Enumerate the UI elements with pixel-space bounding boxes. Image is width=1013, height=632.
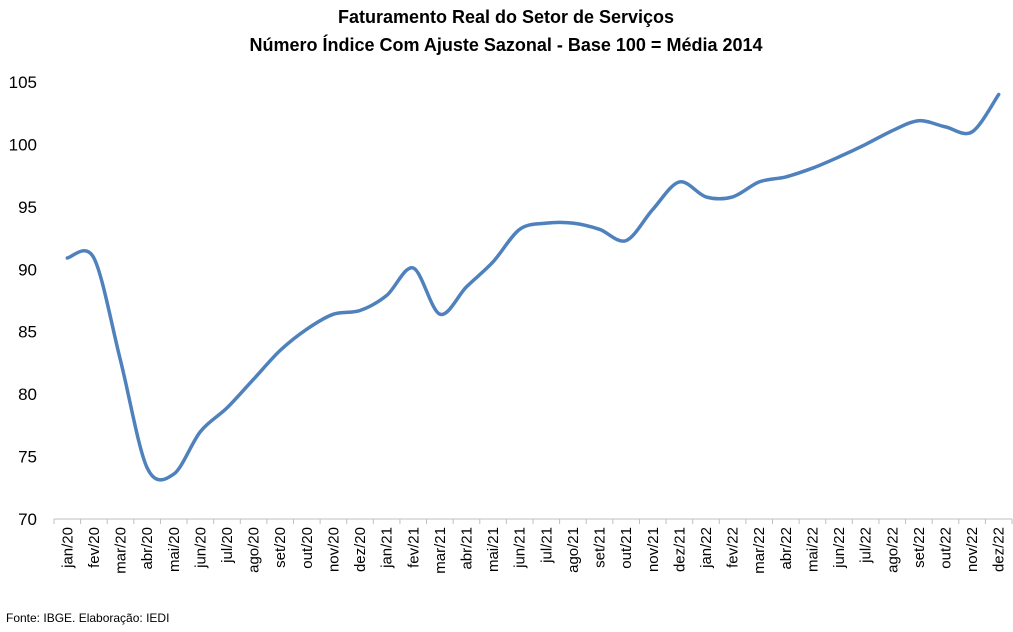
x-tick-label: dez/21 [671,527,688,572]
x-tick-label: mai/22 [804,527,821,572]
source-note: Fonte: IBGE. Elaboração: IEDI [6,611,170,625]
y-tick-label: 105 [9,73,37,92]
x-tick-label: nov/22 [964,527,981,572]
x-tick-label: nov/20 [325,527,342,572]
data-point [358,309,362,313]
x-tick-label: fev/20 [86,527,103,568]
data-point [438,312,442,316]
chart-subtitle: Número Índice Com Ajuste Sazonal - Base … [249,34,762,55]
data-point [145,466,149,470]
data-point [92,256,96,260]
data-point [997,93,1001,97]
x-tick-label: set/20 [272,527,289,568]
data-point [385,294,389,298]
data-point [677,180,681,184]
data-point [491,260,495,264]
x-tick-label: set/21 [592,527,609,568]
x-tick-label: mar/20 [113,527,130,574]
data-point [65,256,69,260]
data-point [624,239,628,243]
x-tick-label: fev/22 [725,527,742,568]
data-point [970,130,974,134]
x-tick-label: out/20 [299,527,316,569]
x-tick-label: jul/20 [219,527,236,564]
data-point [331,312,335,316]
x-tick-label: jan/20 [59,527,76,569]
x-axis-tick-marks [53,519,1013,524]
data-point [172,472,176,476]
x-tick-label: abr/21 [458,527,475,570]
data-point [917,119,921,123]
series-line [65,92,1001,482]
data-point [890,129,894,133]
x-tick-label: dez/22 [991,527,1008,572]
data-point [465,285,469,289]
data-point [198,430,202,434]
x-tick-label: ago/21 [565,527,582,573]
x-tick-label: out/21 [618,527,635,569]
x-tick-label: dez/20 [352,527,369,572]
x-tick-label: jun/22 [831,527,848,569]
y-tick-label: 80 [18,385,37,404]
x-tick-label: mar/22 [751,527,768,574]
x-tick-label: jul/22 [858,527,875,564]
data-point [731,195,735,199]
x-tick-label: jan/21 [379,527,396,569]
x-tick-label: ago/22 [884,527,901,573]
x-tick-label: mai/20 [166,527,183,572]
x-tick-label: abr/22 [778,527,795,570]
data-point [571,221,575,225]
y-axis-tick-labels: 70 75 80 85 90 95 100 105 [9,73,37,529]
y-tick-label: 95 [18,198,37,217]
data-point [305,327,309,331]
x-tick-label: jun/20 [192,527,209,569]
series-layer [65,92,1001,482]
data-point [598,227,602,231]
data-point [784,175,788,179]
x-tick-label: abr/20 [139,527,156,570]
x-tick-label: set/22 [911,527,928,568]
data-point [518,227,522,231]
x-axis-tick-labels: jan/20 fev/20 mar/20 abr/20 mai/20 jun/20 jul/… [59,527,1007,574]
data-point [544,221,548,225]
data-point [119,358,123,362]
x-tick-label: jan/22 [698,527,715,569]
y-tick-label: 100 [9,135,37,154]
data-point [278,348,282,352]
y-tick-label: 90 [18,260,37,279]
x-tick-label: fev/21 [405,527,422,568]
x-tick-label: out/22 [937,527,954,569]
y-tick-label: 70 [18,510,37,529]
data-point [252,377,256,381]
x-tick-label: jul/21 [538,527,555,564]
x-tick-label: jun/21 [512,527,529,569]
data-point [704,195,708,199]
data-point [810,166,814,170]
x-tick-label: ago/20 [246,527,263,573]
data-point [944,125,948,129]
chart-title: Faturamento Real do Setor de Serviços [338,7,674,27]
data-point [864,142,868,146]
x-tick-label: mai/21 [485,527,502,572]
x-tick-label: mar/21 [432,527,449,574]
data-point [411,266,415,270]
data-point [757,180,761,184]
y-tick-label: 75 [18,448,37,467]
data-point [225,406,229,410]
y-tick-label: 85 [18,323,37,342]
data-point [837,155,841,159]
data-point [651,207,655,211]
x-tick-label: nov/21 [645,527,662,572]
